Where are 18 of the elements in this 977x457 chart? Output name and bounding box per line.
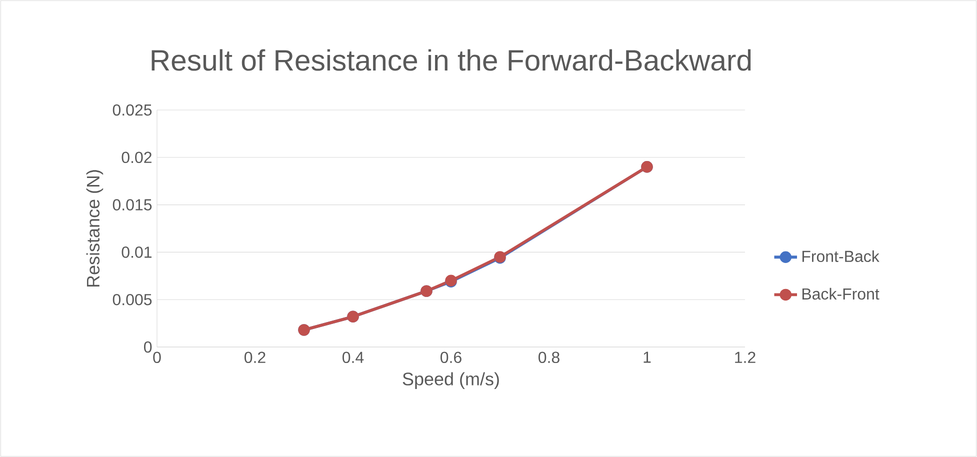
y-axis-title: Resistance (N) [86, 170, 104, 287]
x-axis-title: Speed (m/s) [402, 372, 499, 389]
legend-label: Front-Back [802, 250, 880, 262]
chart-title: Result of Resistance in the Forward-Backward [152, 49, 751, 71]
x-tick-label: 1 [644, 352, 651, 363]
y-tick-label: 0.005 [112, 294, 152, 306]
legend-label: Back-Front [802, 288, 880, 300]
y-tick-label: 0 [144, 341, 152, 353]
x-tick-label: 0 [153, 352, 161, 364]
y-tick-label: 0.015 [112, 199, 152, 210]
x-tick-label: 0.4 [342, 352, 364, 364]
x-tick-label: 1.2 [735, 352, 756, 363]
y-tick-label: 0.025 [112, 104, 152, 116]
x-tick-label: 0.6 [440, 352, 462, 364]
y-tick-label: 0.02 [122, 152, 152, 164]
x-tick-label: 0.2 [244, 352, 266, 364]
x-tick-label: 0.8 [538, 352, 560, 364]
y-tick-label: 0.01 [122, 246, 152, 258]
